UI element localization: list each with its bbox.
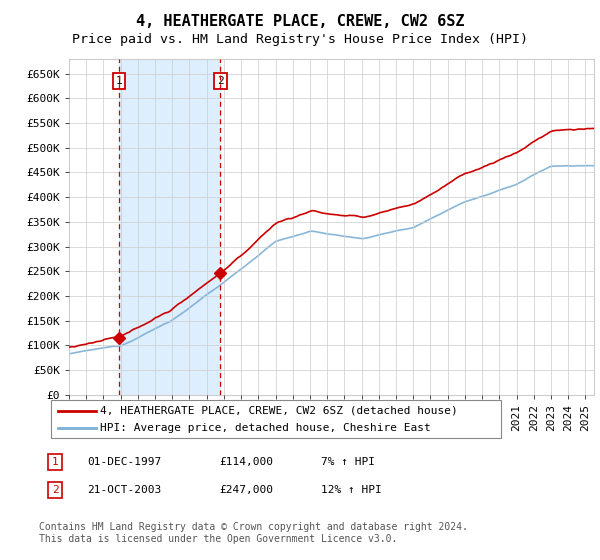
Text: 4, HEATHERGATE PLACE, CREWE, CW2 6SZ (detached house): 4, HEATHERGATE PLACE, CREWE, CW2 6SZ (de… [100, 405, 458, 416]
Text: £114,000: £114,000 [219, 457, 273, 467]
Text: Contains HM Land Registry data © Crown copyright and database right 2024.
This d: Contains HM Land Registry data © Crown c… [39, 522, 468, 544]
Text: 1: 1 [52, 457, 59, 467]
Text: HPI: Average price, detached house, Cheshire East: HPI: Average price, detached house, Ches… [100, 423, 431, 433]
Bar [119, 59, 220, 395]
Text: 4, HEATHERGATE PLACE, CREWE, CW2 6SZ: 4, HEATHERGATE PLACE, CREWE, CW2 6SZ [136, 14, 464, 29]
Text: 21-OCT-2003: 21-OCT-2003 [87, 485, 161, 495]
Text: Price paid vs. HM Land Registry's House Price Index (HPI): Price paid vs. HM Land Registry's House … [72, 32, 528, 46]
Text: £247,000: £247,000 [219, 485, 273, 495]
Text: 1: 1 [116, 76, 122, 86]
Text: 2: 2 [52, 485, 59, 495]
Text: 2: 2 [217, 76, 224, 86]
Text: 01-DEC-1997: 01-DEC-1997 [87, 457, 161, 467]
Text: 7% ↑ HPI: 7% ↑ HPI [321, 457, 375, 467]
Text: 12% ↑ HPI: 12% ↑ HPI [321, 485, 382, 495]
